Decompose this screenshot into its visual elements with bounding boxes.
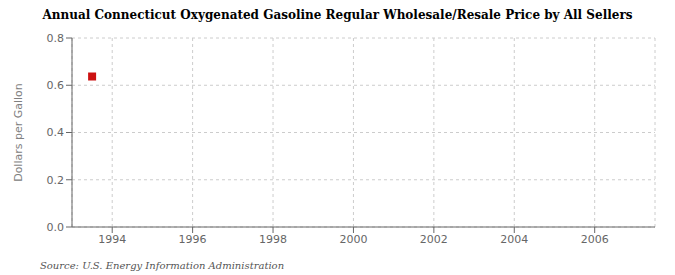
svg-text:2006: 2006 bbox=[581, 233, 609, 246]
svg-text:1998: 1998 bbox=[259, 233, 287, 246]
svg-text:0.4: 0.4 bbox=[47, 126, 65, 139]
svg-text:0.0: 0.0 bbox=[47, 221, 65, 234]
svg-text:2000: 2000 bbox=[339, 233, 367, 246]
svg-text:1996: 1996 bbox=[179, 233, 207, 246]
html-text:Source: U.S. Energy Informatio: Source: U.S. Energy Information Administ… bbox=[40, 259, 285, 271]
svg-text:0.8: 0.8 bbox=[47, 32, 65, 45]
svg-text:Dollars per Gallon: Dollars per Gallon bbox=[12, 83, 25, 182]
svg-text:2004: 2004 bbox=[500, 233, 528, 246]
svg-text:1994: 1994 bbox=[98, 233, 126, 246]
svg-text:2002: 2002 bbox=[420, 233, 448, 246]
svg-text:0.2: 0.2 bbox=[47, 174, 65, 187]
html-text:Annual Connecticut Oxygenated: Annual Connecticut Oxygenated Gasoline R… bbox=[42, 8, 633, 22]
svg-text:0.6: 0.6 bbox=[47, 79, 65, 92]
